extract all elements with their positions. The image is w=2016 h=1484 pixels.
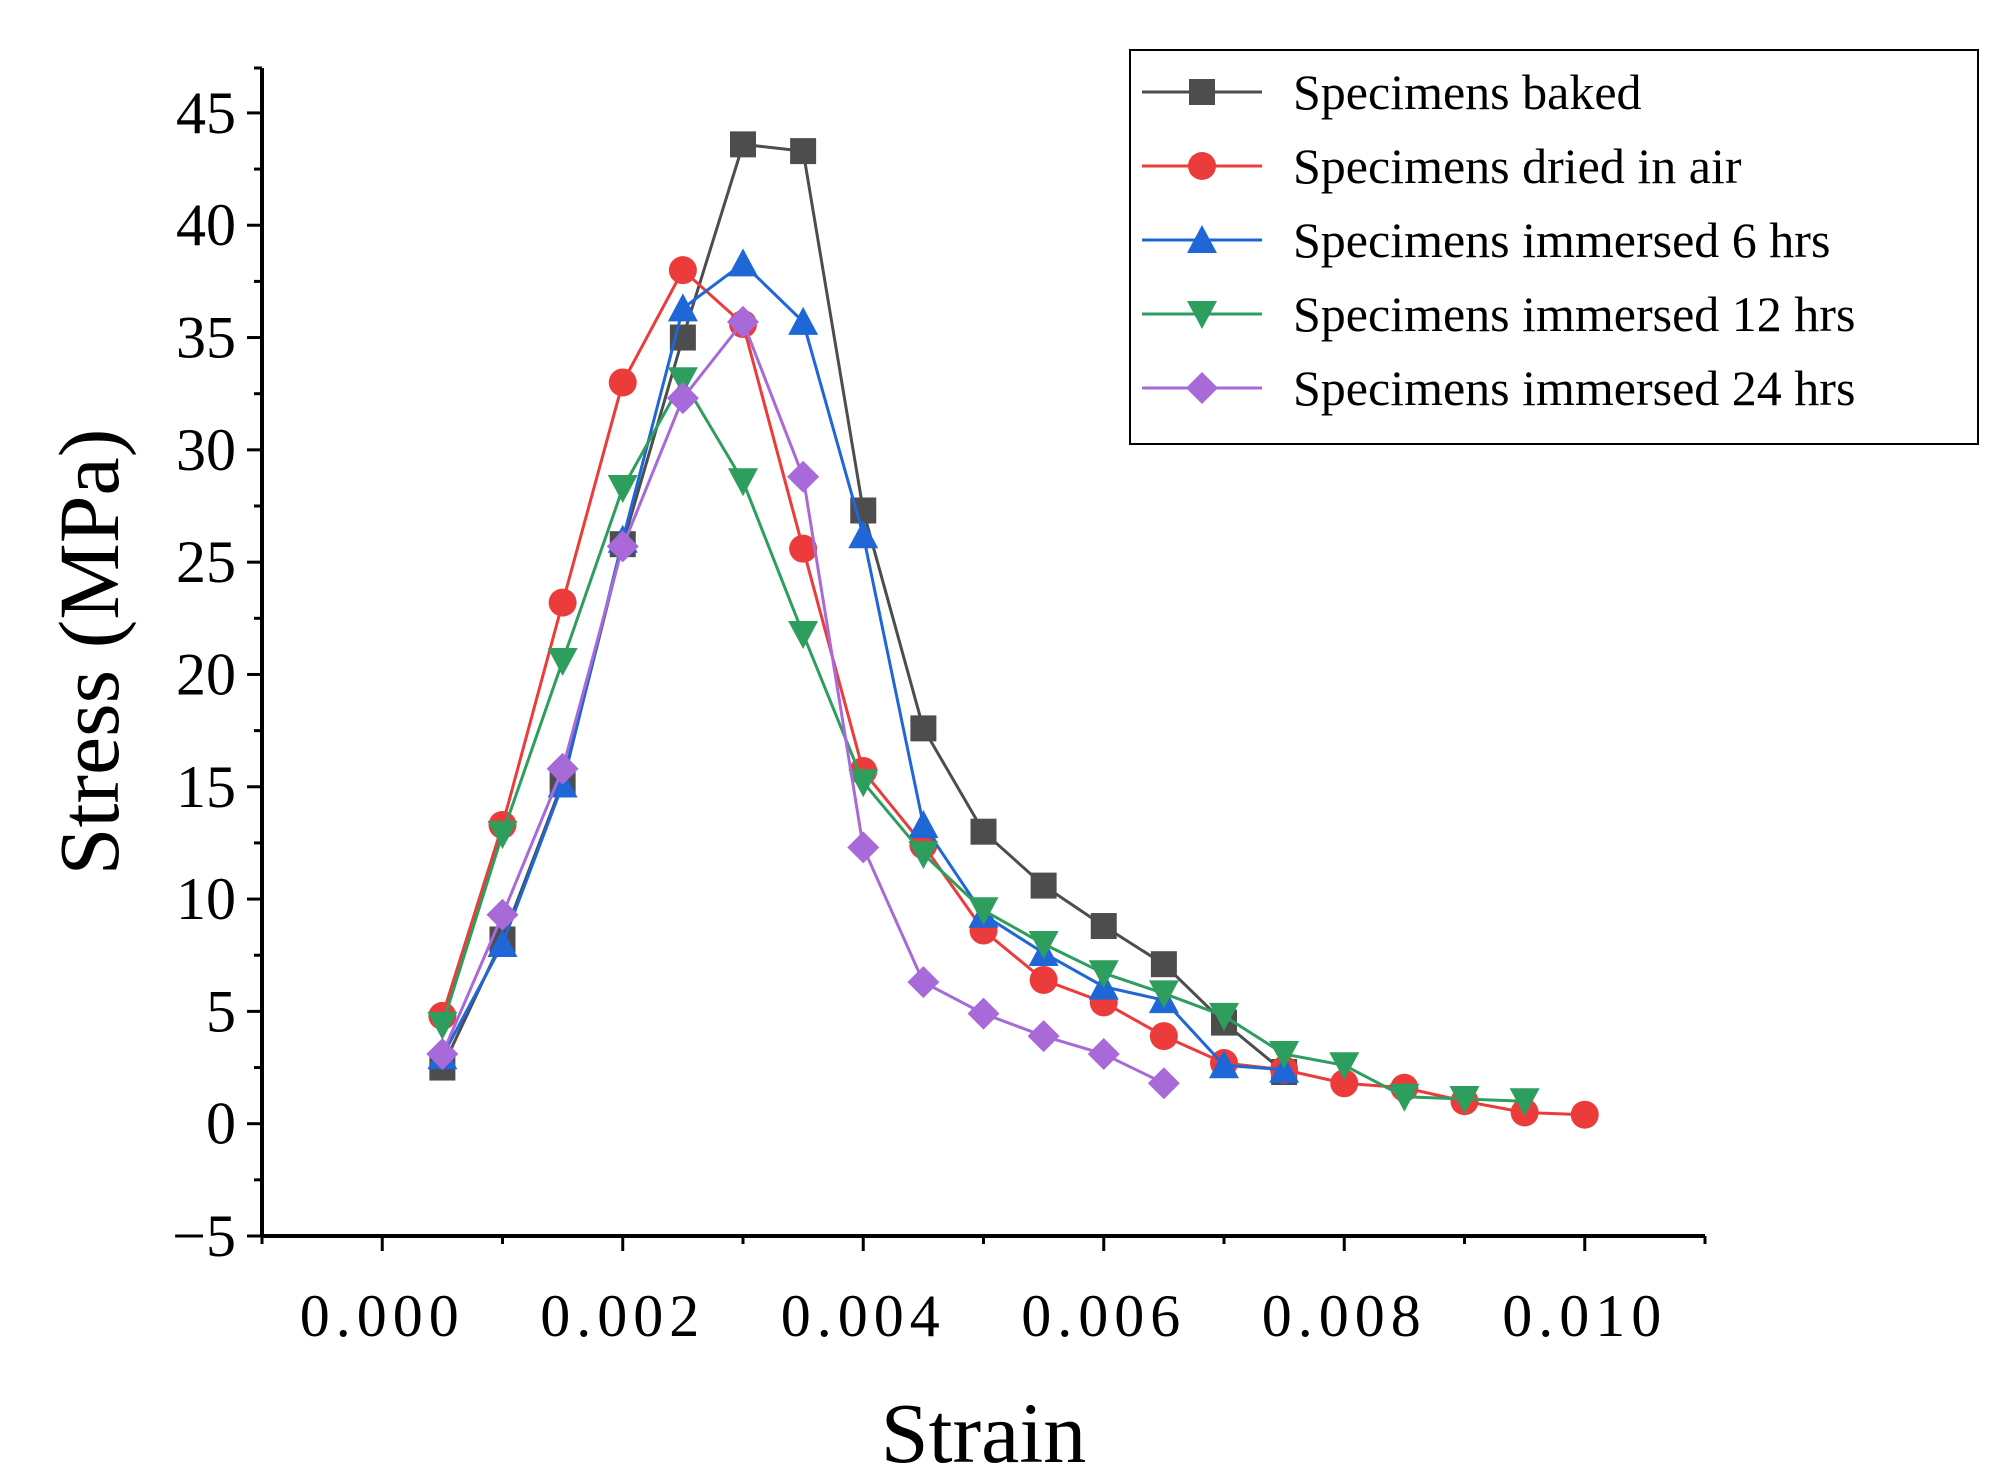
- data-point: [487, 820, 518, 849]
- data-point: [1330, 1069, 1359, 1098]
- data-point: [608, 368, 637, 397]
- data-point: [547, 647, 578, 676]
- legend: Specimens baked Specimens dried in air Spe…: [1129, 49, 1979, 445]
- data-point: [727, 305, 759, 338]
- legend-item: Specimens dried in air: [1142, 138, 1742, 194]
- series-line: [440, 377, 1525, 1103]
- data-point: [907, 966, 940, 999]
- legend-item: Specimens immersed 6 hrs: [1142, 212, 1830, 268]
- x-axis-title: Strain: [881, 1385, 1086, 1481]
- data-point: [908, 809, 939, 838]
- data-point: [1147, 1067, 1180, 1100]
- legend-label: Specimens dried in air: [1293, 138, 1742, 194]
- data-point: [847, 831, 880, 864]
- data-point: [1149, 1022, 1178, 1051]
- series-5: [426, 305, 1180, 1100]
- data-point: [606, 530, 639, 563]
- data-point: [1209, 1050, 1239, 1079]
- data-point: [1028, 931, 1059, 959]
- y-tick-label: 0: [206, 1091, 236, 1157]
- x-tick-label: 0.000: [300, 1283, 465, 1349]
- legend-label: Specimens immersed 6 hrs: [1293, 212, 1830, 268]
- legend-item: Specimens immersed 24 hrs: [1142, 360, 1855, 416]
- data-point: [848, 769, 879, 798]
- y-tick-label: 35: [176, 305, 236, 371]
- legend-label: Specimens immersed 24 hrs: [1293, 360, 1855, 416]
- y-tick-label: 20: [176, 641, 236, 707]
- series-3: [427, 248, 1300, 1083]
- ticks: −5 0 5 10 15 20 25 30 35 40 45 0.000 0.002 0.004 0.006…: [172, 66, 1707, 1349]
- data-point: [787, 460, 820, 493]
- x-tick-label: 0.002: [540, 1283, 705, 1349]
- y-tick-label: 15: [176, 754, 236, 820]
- data-point: [1269, 1041, 1300, 1070]
- x-tick-label: 0.004: [781, 1283, 946, 1349]
- data-point: [910, 715, 937, 742]
- data-point: [789, 534, 818, 563]
- legend-marker: [1188, 152, 1216, 180]
- data-point: [848, 520, 879, 549]
- data-point: [1449, 1085, 1480, 1114]
- legend-item: Specimens baked: [1142, 64, 1642, 120]
- series-line: [440, 318, 1165, 1085]
- y-tick-label: 10: [176, 866, 236, 932]
- data-point: [667, 367, 698, 396]
- legend-label: Specimens baked: [1293, 64, 1642, 120]
- data-point: [728, 468, 758, 497]
- y-tick-label: 30: [176, 417, 236, 483]
- data-point: [667, 293, 698, 322]
- legend-item: Specimens immersed 12 hrs: [1142, 286, 1855, 342]
- y-tick-label: 40: [176, 192, 236, 258]
- data-point: [1209, 1002, 1239, 1031]
- data-point: [1509, 1088, 1540, 1117]
- data-point: [427, 1011, 458, 1040]
- data-point: [728, 248, 758, 277]
- legend-marker: [1189, 79, 1215, 105]
- data-point: [968, 897, 999, 926]
- legend-marker: [1187, 225, 1217, 253]
- legend-marker: [1187, 301, 1217, 329]
- data-point: [607, 475, 638, 504]
- data-point: [788, 621, 819, 650]
- data-point: [1030, 872, 1057, 899]
- data-point: [1148, 980, 1179, 1009]
- data-point: [1150, 951, 1177, 978]
- data-point: [1570, 1100, 1599, 1129]
- data-point: [788, 306, 819, 335]
- data-point: [1389, 1083, 1420, 1112]
- data-point: [1027, 1020, 1060, 1053]
- legend-label: Specimens immersed 12 hrs: [1293, 286, 1855, 342]
- y-tick-label: −5: [172, 1203, 236, 1269]
- data-point: [546, 752, 579, 785]
- y-tick-label: 45: [176, 80, 236, 146]
- data-point: [426, 1038, 459, 1071]
- data-point: [666, 382, 699, 415]
- data-point: [668, 256, 697, 285]
- y-tick-label: 25: [176, 529, 236, 595]
- data-point: [1329, 1052, 1360, 1081]
- data-point: [486, 898, 519, 931]
- x-tick-label: 0.008: [1262, 1283, 1427, 1349]
- data-point: [487, 929, 518, 957]
- data-point: [790, 138, 817, 165]
- data-point: [1087, 1038, 1120, 1071]
- data-point: [908, 841, 939, 870]
- x-tick-label: 0.010: [1502, 1283, 1667, 1349]
- series-4: [427, 367, 1540, 1117]
- data-point: [1090, 913, 1117, 940]
- legend-marker: [1186, 372, 1218, 404]
- data-point: [1029, 965, 1058, 994]
- legend-box: [1129, 49, 1979, 445]
- data-point: [548, 588, 577, 617]
- data-point: [1088, 960, 1119, 989]
- x-tick-label: 0.006: [1021, 1283, 1186, 1349]
- data-point: [967, 997, 1000, 1030]
- data-point: [730, 131, 756, 158]
- y-axis-title: Stress (MPa): [41, 429, 137, 876]
- series-layer: [426, 131, 1599, 1129]
- data-point: [970, 818, 997, 845]
- y-tick-label: 5: [206, 978, 236, 1044]
